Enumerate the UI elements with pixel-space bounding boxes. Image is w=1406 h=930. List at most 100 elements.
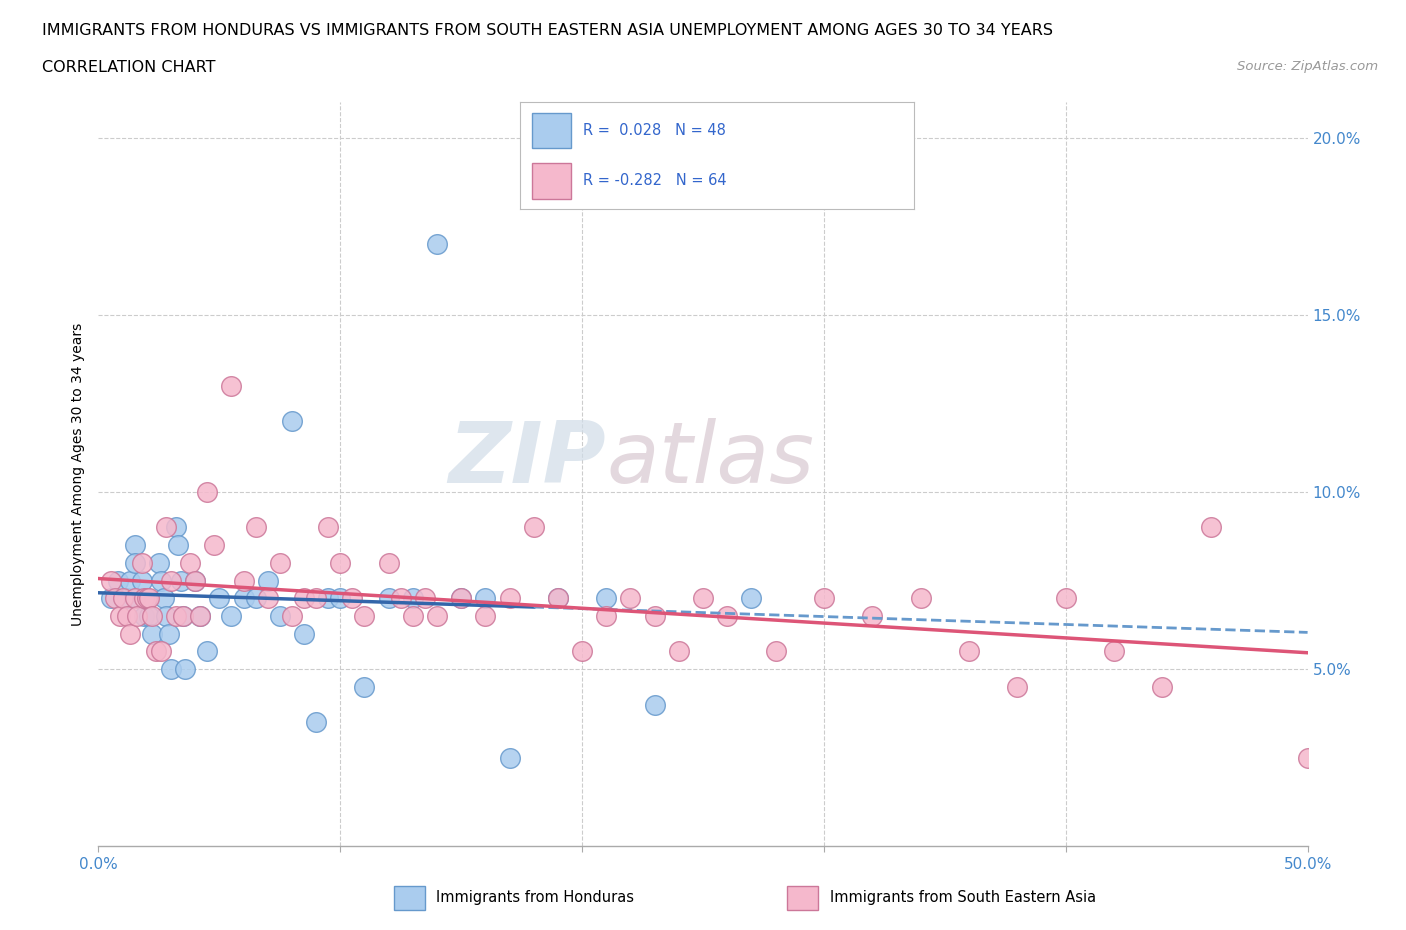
Text: atlas: atlas [606,418,814,501]
Point [402,591,425,605]
Point [141,608,163,623]
Point [184,573,207,588]
Point [184,573,207,588]
Point [141,626,163,641]
Point [571,644,593,658]
Point [450,591,472,605]
Point [619,591,641,605]
Point [269,555,291,570]
Point [100,573,122,588]
Point [195,644,218,658]
Point [169,573,191,588]
Point [353,608,375,623]
Point [208,591,231,605]
Point [256,591,278,605]
Point [1152,680,1174,695]
Point [595,608,617,623]
Point [910,591,932,605]
Point [389,591,412,605]
Point [188,608,211,623]
Point [523,520,546,535]
Point [131,573,153,588]
Point [124,591,146,605]
Point [174,662,197,677]
Point [167,538,190,552]
Point [157,626,180,641]
Point [377,591,399,605]
Point [165,520,187,535]
Point [188,608,211,623]
Point [1054,591,1077,605]
Point [1007,680,1029,695]
Point [117,591,139,605]
Point [450,591,472,605]
Text: ZIP: ZIP [449,418,606,501]
Point [172,608,194,623]
Point [152,591,174,605]
Point [281,414,304,429]
Point [329,555,352,570]
Point [957,644,980,658]
Point [305,715,328,730]
Text: IMMIGRANTS FROM HONDURAS VS IMMIGRANTS FROM SOUTH EASTERN ASIA UNEMPLOYMENT AMON: IMMIGRANTS FROM HONDURAS VS IMMIGRANTS F… [42,23,1053,38]
Point [179,555,201,570]
Text: Immigrants from South Eastern Asia: Immigrants from South Eastern Asia [830,890,1095,906]
Point [134,608,156,623]
Text: R =  0.028   N = 48: R = 0.028 N = 48 [583,123,725,138]
Point [127,591,149,605]
Point [498,591,520,605]
Point [474,591,496,605]
Point [498,751,520,765]
Point [740,591,762,605]
Point [353,680,375,695]
Point [108,608,131,623]
Point [160,573,183,588]
Point [256,573,278,588]
Point [292,591,315,605]
Point [860,608,883,623]
Point [668,644,690,658]
Point [547,591,569,605]
Point [1102,644,1125,658]
Point [813,591,835,605]
Point [118,573,141,588]
Point [107,573,129,588]
Point [765,644,787,658]
Point [644,698,666,712]
Point [281,608,304,623]
Point [595,591,617,605]
Point [221,608,243,623]
Point [1296,751,1319,765]
Point [232,591,254,605]
Point [118,626,141,641]
FancyBboxPatch shape [531,164,571,199]
Point [402,608,425,623]
Point [204,538,226,552]
Point [135,591,157,605]
Point [1199,520,1222,535]
Point [131,555,153,570]
Point [377,555,399,570]
Text: CORRELATION CHART: CORRELATION CHART [42,60,215,75]
Point [232,573,254,588]
Point [342,591,364,605]
Point [547,591,569,605]
Point [474,608,496,623]
Point [100,591,122,605]
Point [124,538,146,552]
Point [644,608,666,623]
Point [104,591,127,605]
Point [716,608,738,623]
Point [138,608,160,623]
Point [692,591,714,605]
Point [413,591,436,605]
Point [160,662,183,677]
Point [138,591,160,605]
Point [172,608,194,623]
Point [150,573,173,588]
Point [195,485,218,499]
Point [124,555,146,570]
Point [245,520,267,535]
Point [148,555,170,570]
Text: Immigrants from Honduras: Immigrants from Honduras [436,890,634,906]
